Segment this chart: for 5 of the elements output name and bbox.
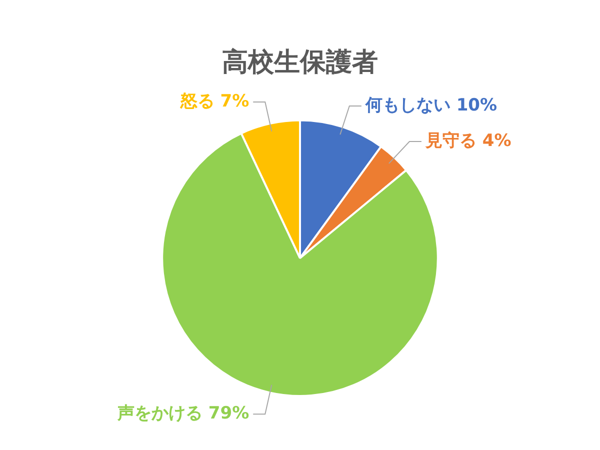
chart-title: 高校生保護者 [222, 47, 378, 78]
slice-label: 怒る 7% [179, 91, 250, 112]
slice-label: 声をかける 79% [116, 404, 250, 424]
slice-label: 見守る 4% [424, 130, 512, 151]
slice-label: 何もしない 10% [364, 95, 498, 116]
